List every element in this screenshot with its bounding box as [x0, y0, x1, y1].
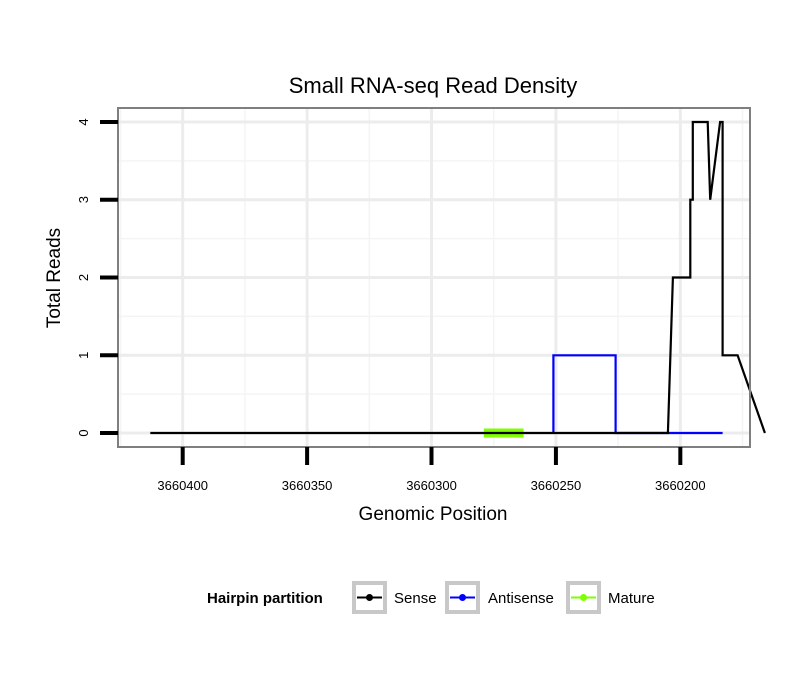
y-tick-label-0: 0 — [76, 429, 91, 436]
x-tick-label-4: 3660200 — [655, 478, 706, 493]
x-tick-label-0: 3660400 — [157, 478, 208, 493]
y-tick-label-2: 2 — [76, 274, 91, 281]
series-line-antisense — [552, 354, 723, 435]
x-axis: 3660400 3660350 3660300 3660250 3660200 — [157, 447, 706, 493]
x-axis-label: Genomic Position — [359, 504, 508, 525]
y-tick-label-3: 3 — [76, 196, 91, 203]
y-axis: 0 1 2 3 4 — [76, 118, 118, 437]
series-layer — [150, 120, 766, 438]
legend-key-point-antisense — [459, 594, 466, 601]
legend-title: Hairpin partition — [207, 590, 323, 607]
y-tick-label-4: 4 — [76, 118, 91, 125]
legend-label-antisense: Antisense — [488, 590, 554, 607]
chart-title: Small RNA-seq Read Density — [289, 73, 578, 98]
legend-key-point-sense — [366, 594, 373, 601]
legend-items: Sense Antisense Mature — [352, 581, 655, 614]
legend-key-point-mature — [580, 594, 587, 601]
x-tick-label-2: 3660300 — [406, 478, 457, 493]
x-tick-label-1: 3660350 — [282, 478, 333, 493]
x-tick-label-3: 3660250 — [531, 478, 582, 493]
y-axis-label: Total Reads — [44, 228, 65, 328]
plot-area — [117, 107, 766, 448]
y-tick-label-1: 1 — [76, 352, 91, 359]
series-line-sense — [150, 120, 766, 435]
legend-label-sense: Sense — [394, 590, 437, 607]
legend: Hairpin partition Sense Antisense Mature — [207, 581, 655, 614]
legend-label-mature: Mature — [608, 590, 655, 607]
